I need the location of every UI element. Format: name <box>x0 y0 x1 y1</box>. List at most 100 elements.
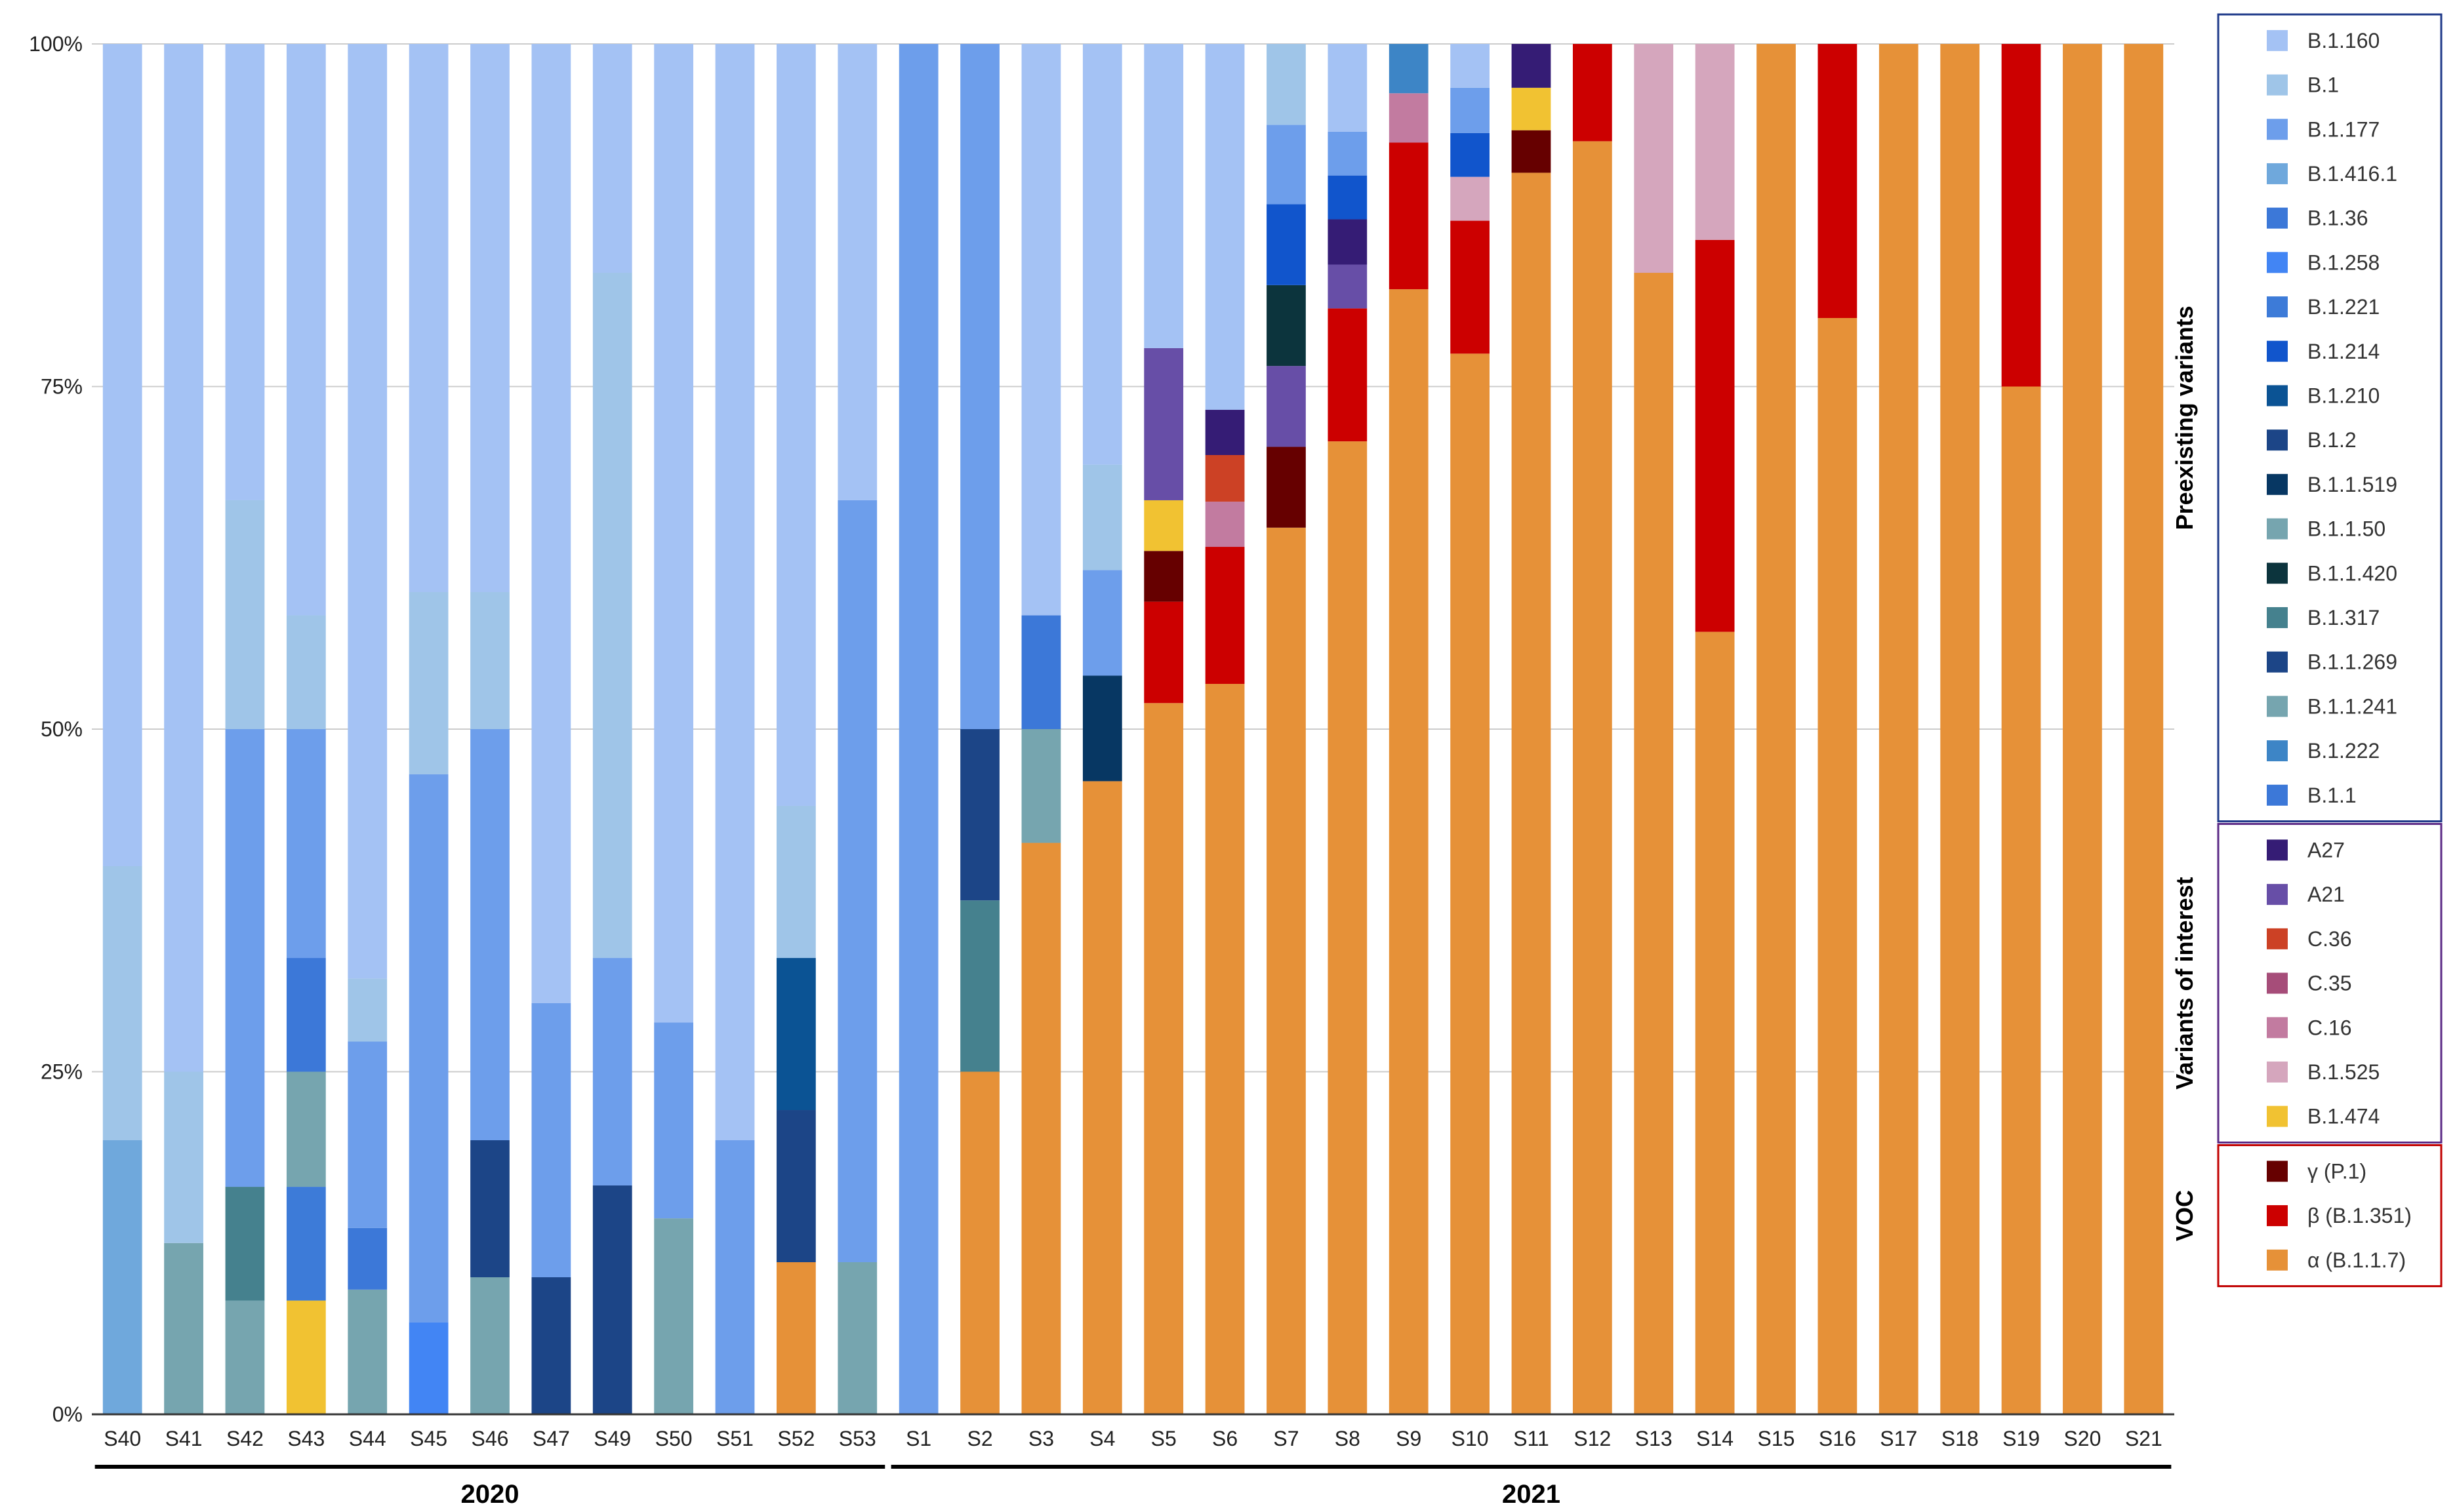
bar-segment-b-1-1-420 <box>1267 285 1306 367</box>
bar-stack <box>1389 44 1429 1414</box>
legend-swatch-b-1-1-241 <box>2267 696 2288 717</box>
bar-segment-b-1-177 <box>409 774 449 1323</box>
bar-segment-b-1-160 <box>654 44 694 1023</box>
bar-segment-b-1-160 <box>1205 44 1245 410</box>
x-tick-label: S20 <box>2063 1427 2101 1450</box>
bar-segment-b-1-416-1 <box>102 1140 142 1414</box>
legend-label: B.1.1.519 <box>2307 473 2397 496</box>
legend-swatch-c-35 <box>2267 972 2288 994</box>
bar-segment-b-1-214 <box>1328 175 1368 220</box>
legend-label: B.1.2 <box>2307 428 2357 452</box>
bar-segment-b-1 <box>164 1071 203 1243</box>
bar-segment-b-1-1-7 <box>2063 44 2102 1414</box>
bar-segment-b-1-474 <box>1144 500 1184 551</box>
bar-segment-b-1-160 <box>225 44 265 500</box>
bar-segment-b-1-351 <box>1817 44 1857 318</box>
x-tick-label: S52 <box>777 1427 815 1450</box>
bar-segment-b-1-160 <box>1144 44 1184 348</box>
bar-segment-a27 <box>1328 219 1368 265</box>
legend-label: B.1.1.241 <box>2307 694 2397 718</box>
x-tick-label: S16 <box>1819 1427 1856 1450</box>
x-axis: S40 S41 S42 S43 S44 S45 S46 S47 S49 S50 S51 S52 S53 S… <box>92 1413 2174 1450</box>
bar-segment-b-1-160 <box>164 44 203 1072</box>
bar-stack <box>899 44 939 1414</box>
legend-swatch-b-1-160 <box>2267 30 2288 51</box>
x-tick-label: S14 <box>1696 1427 1734 1450</box>
bar-segment-a21 <box>1328 264 1368 309</box>
bar-stack <box>1756 44 1796 1414</box>
x-tick-label: S53 <box>839 1427 876 1450</box>
bar-segment-a27 <box>1205 410 1245 455</box>
bar-segment-b-1-351 <box>1205 547 1245 685</box>
legend-swatch-c-16 <box>2267 1017 2288 1039</box>
legend-label: B.1.416.1 <box>2307 162 2397 186</box>
legend-swatch-b-1-351 <box>2267 1205 2288 1227</box>
bar-stack <box>960 44 1000 1414</box>
bar-segment-b-1-177 <box>899 44 939 1414</box>
legend-label: β (B.1.351) <box>2307 1204 2412 1227</box>
bar-stack <box>838 44 878 1414</box>
bar-segment-b-1-160 <box>1450 44 1490 88</box>
legend-swatch-b-1-1-519 <box>2267 473 2288 495</box>
bar-segment-b-1 <box>409 592 449 774</box>
legend-group-box <box>2217 13 2443 823</box>
bar-segment-b-1-1-7 <box>1144 703 1184 1414</box>
bar-segment-b-1-177 <box>1082 570 1122 676</box>
legend-swatch-a21 <box>2267 884 2288 905</box>
bar-segment-b-1-160 <box>1021 44 1061 616</box>
x-tick-label: S42 <box>226 1427 264 1450</box>
bar-segment-b-1-177 <box>960 44 1000 729</box>
legend-swatch-b-1-1-420 <box>2267 563 2288 584</box>
x-tick-label: S18 <box>1941 1427 1979 1450</box>
x-tick-label: S44 <box>349 1427 386 1450</box>
x-tick-label: S8 <box>1335 1427 1360 1450</box>
legend-swatch-b-1-221 <box>2267 296 2288 318</box>
bar-segment-b-1-160 <box>1328 44 1368 132</box>
legend-label: B.1.214 <box>2307 340 2380 363</box>
bar-segment-b-1-160 <box>1082 44 1122 465</box>
bar-segment-b-1 <box>1267 44 1306 125</box>
bar-stack <box>1511 44 1551 1415</box>
bar-stack <box>1144 44 1184 1414</box>
bar-segment-b-1-177 <box>1328 131 1368 176</box>
bar-segment-c-16 <box>1389 93 1429 143</box>
x-tick-label: S12 <box>1573 1427 1611 1450</box>
bar-segment-b-1 <box>470 592 510 729</box>
bar-segment-b-1-177 <box>1267 125 1306 205</box>
bar-stack <box>1572 44 1612 1414</box>
y-tick-label: 50% <box>41 717 83 741</box>
bar-segment-b-1-351 <box>1328 308 1368 442</box>
bar-segment-b-1-351 <box>1389 142 1429 290</box>
legend: Preexisting variants B.1.160 B.1 B.1.177 B.1… <box>2171 13 2443 1288</box>
x-tick-label: S4 <box>1089 1427 1115 1450</box>
legend-group-box <box>2217 823 2443 1144</box>
legend-swatch-b-1-214 <box>2267 340 2288 362</box>
x-tick-label: S51 <box>716 1427 754 1450</box>
bar-segment-b-1-177 <box>592 958 632 1185</box>
x-tick-label: S46 <box>472 1427 509 1450</box>
bar-segment-b-1-525 <box>1695 44 1735 240</box>
bar-stack <box>1267 44 1306 1414</box>
gridlines <box>92 43 2174 1415</box>
bar-segment-b-1-160 <box>286 44 326 616</box>
bar-segment-b-1-351 <box>1572 44 1612 142</box>
legend-label: B.1 <box>2307 73 2339 97</box>
legend-label: γ (P.1) <box>2307 1159 2366 1183</box>
x-tick-label: S9 <box>1396 1427 1421 1450</box>
bar-segment-b-1-221 <box>286 1187 326 1301</box>
bar-segment-b-1-317 <box>960 900 1000 1072</box>
legend-swatch-b-1-1-269 <box>2267 651 2288 673</box>
bar-stack <box>1817 44 1857 1414</box>
legend-label: B.1.474 <box>2307 1105 2380 1128</box>
bar-segment-a27 <box>1511 44 1551 88</box>
legend-swatch-b-1-1 <box>2267 784 2288 806</box>
legend-label: B.1.1 <box>2307 784 2357 807</box>
bar-stack <box>1021 44 1061 1414</box>
bar-segment-c-16 <box>1205 502 1245 547</box>
legend-swatch-b-1-222 <box>2267 740 2288 762</box>
y-tick-label: 75% <box>41 375 83 399</box>
legend-label: B.1.1.420 <box>2307 561 2397 585</box>
bar-segment-b-1-1-7 <box>1572 141 1612 1414</box>
bar-segment-b-1-1-7 <box>1389 289 1429 1414</box>
x-tick-label: S17 <box>1880 1427 1917 1450</box>
